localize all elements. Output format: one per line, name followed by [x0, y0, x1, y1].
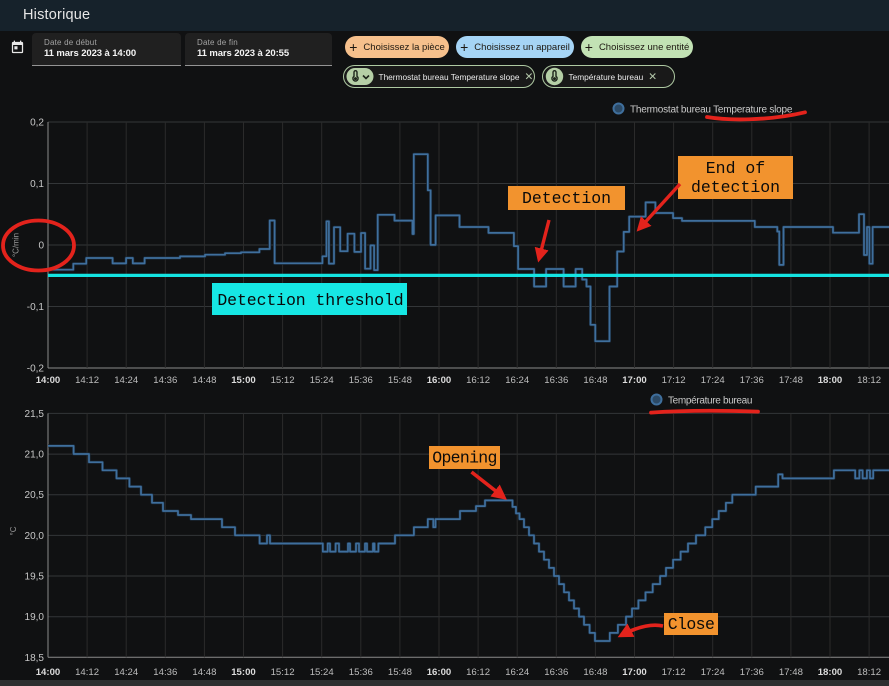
svg-text:14:00: 14:00: [36, 667, 61, 678]
svg-text:Température bureau: Température bureau: [668, 395, 752, 406]
svg-text:15:24: 15:24: [310, 375, 335, 386]
svg-text:detection: detection: [691, 178, 780, 197]
svg-text:Close: Close: [668, 615, 715, 634]
svg-text:15:00: 15:00: [231, 667, 256, 678]
svg-text:15:12: 15:12: [271, 667, 295, 678]
svg-text:18,5: 18,5: [25, 653, 45, 664]
svg-text:14:36: 14:36: [153, 375, 177, 386]
svg-text:17:00: 17:00: [622, 667, 647, 678]
svg-text:16:12: 16:12: [466, 667, 490, 678]
svg-text:18:00: 18:00: [818, 667, 843, 678]
svg-text:0: 0: [38, 241, 44, 252]
svg-text:14:24: 14:24: [114, 375, 139, 386]
svg-text:17:24: 17:24: [701, 375, 726, 386]
svg-text:18:12: 18:12: [857, 667, 881, 678]
svg-text:20,0: 20,0: [25, 531, 45, 542]
svg-text:14:24: 14:24: [114, 667, 139, 678]
svg-text:14:48: 14:48: [192, 667, 216, 678]
svg-text:Detection threshold: Detection threshold: [217, 291, 403, 310]
svg-text:16:24: 16:24: [505, 375, 530, 386]
svg-text:Opening: Opening: [432, 449, 496, 468]
svg-text:17:48: 17:48: [779, 375, 803, 386]
svg-text:14:48: 14:48: [192, 375, 216, 386]
svg-text:16:00: 16:00: [427, 667, 452, 678]
svg-text:14:12: 14:12: [75, 375, 99, 386]
svg-text:18:12: 18:12: [857, 375, 881, 386]
svg-text:16:00: 16:00: [427, 375, 452, 386]
svg-text:17:48: 17:48: [779, 667, 803, 678]
svg-text:End of: End of: [706, 159, 765, 178]
svg-text:21,0: 21,0: [25, 450, 45, 461]
svg-text:Thermostat bureau Temperature: Thermostat bureau Temperature slope: [630, 104, 793, 115]
svg-text:15:36: 15:36: [349, 667, 373, 678]
svg-text:17:36: 17:36: [740, 375, 764, 386]
svg-text:16:12: 16:12: [466, 375, 490, 386]
svg-text:19,0: 19,0: [25, 612, 45, 623]
svg-text:14:12: 14:12: [75, 667, 99, 678]
svg-text:0,1: 0,1: [30, 179, 44, 190]
svg-text:15:36: 15:36: [349, 375, 373, 386]
svg-text:15:24: 15:24: [310, 667, 335, 678]
svg-text:15:12: 15:12: [271, 375, 295, 386]
svg-text:0,2: 0,2: [30, 118, 44, 129]
svg-text:15:48: 15:48: [388, 667, 412, 678]
svg-text:15:48: 15:48: [388, 375, 412, 386]
svg-text:Detection: Detection: [522, 189, 611, 208]
svg-text:19,5: 19,5: [25, 572, 45, 583]
svg-text:15:00: 15:00: [231, 375, 256, 386]
svg-text:17:36: 17:36: [740, 667, 764, 678]
svg-text:16:48: 16:48: [583, 667, 607, 678]
svg-text:20,5: 20,5: [25, 490, 45, 501]
svg-text:°C/min: °C/min: [12, 233, 21, 257]
svg-text:17:24: 17:24: [701, 667, 726, 678]
svg-text:21,5: 21,5: [25, 409, 45, 420]
svg-text:17:12: 17:12: [662, 667, 686, 678]
svg-text:17:12: 17:12: [662, 375, 686, 386]
svg-text:14:00: 14:00: [36, 375, 61, 386]
svg-text:16:36: 16:36: [544, 375, 568, 386]
svg-text:-0,2: -0,2: [27, 364, 45, 375]
svg-text:-0,1: -0,1: [27, 302, 45, 313]
svg-text:14:36: 14:36: [153, 667, 177, 678]
svg-text:16:24: 16:24: [505, 667, 530, 678]
svg-text:16:48: 16:48: [583, 375, 607, 386]
svg-text:°C: °C: [9, 526, 18, 535]
svg-text:16:36: 16:36: [544, 667, 568, 678]
svg-text:17:00: 17:00: [622, 375, 647, 386]
svg-text:18:00: 18:00: [818, 375, 843, 386]
